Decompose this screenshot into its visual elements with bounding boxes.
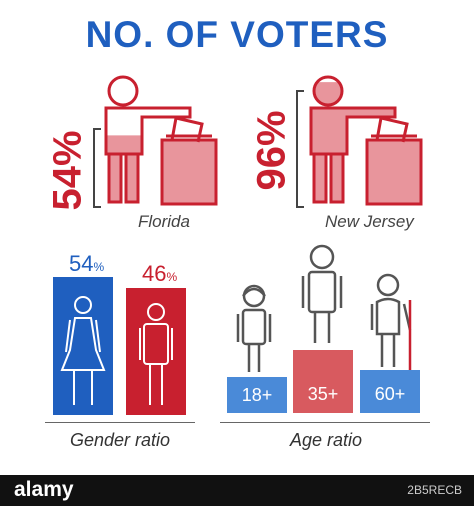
age-35-label: 35+ [307, 384, 339, 404]
page-title: NO. OF VOTERS [85, 14, 389, 55]
age-baseline [220, 422, 430, 423]
florida-voter-icon [104, 75, 218, 206]
age-60-box: 60+ [360, 370, 420, 413]
age-ratio-label: Age ratio [290, 430, 363, 450]
male-percent-value: 46 [142, 261, 167, 286]
female-bar [53, 277, 113, 415]
age-35-box: 35+ [293, 350, 353, 413]
footer-image-id: 2B5RECB [407, 483, 462, 497]
female-percent: 54% [69, 251, 104, 277]
new-jersey-voter-icon [309, 75, 423, 206]
senior-icon [370, 273, 412, 370]
florida-bracket [93, 128, 101, 208]
gender-ratio-label: Gender ratio [70, 430, 171, 450]
new-jersey-bracket [296, 90, 304, 208]
male-percent-sign: % [166, 270, 178, 284]
adult-icon [301, 244, 343, 343]
footer-logo: alamy [14, 478, 74, 501]
age-18-box: 18+ [227, 377, 287, 413]
male-bar [126, 288, 186, 415]
age-60-label: 60+ [374, 384, 406, 404]
gender-baseline [45, 422, 195, 423]
male-percent: 46% [142, 261, 177, 287]
child-icon [236, 284, 272, 372]
male-icon [139, 303, 173, 405]
gender-figures [60, 244, 412, 405]
female-percent-value: 54 [69, 251, 94, 276]
new-jersey-label: New Jersey [325, 212, 414, 231]
florida-label: Florida [138, 212, 190, 231]
voter-figures [104, 75, 423, 206]
female-percent-sign: % [93, 260, 105, 274]
footer-bar: alamy 2B5RECB [0, 475, 474, 506]
age-18-label: 18+ [241, 385, 273, 405]
female-icon [60, 296, 106, 405]
